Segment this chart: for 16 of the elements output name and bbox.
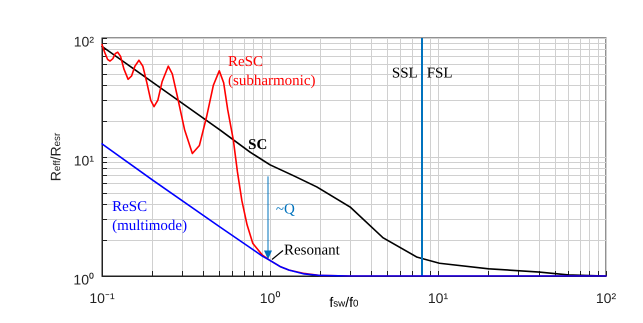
y-tick-label: 10⁰ [73,272,94,288]
series-label: ReSC (multimode) [112,198,188,234]
annotation: Resonant [284,242,341,258]
y-axis-title: Reff/Resr [48,132,64,182]
series-label: ReSC (subharmonic) [228,54,316,89]
x-tick-label: 10⁻¹ [89,290,115,306]
series-label: SC [248,137,268,154]
y-tick-label: 10¹ [74,152,94,168]
x-axis-title: fsw/f0 [329,294,360,310]
annotation: SSL [392,66,418,82]
annotation: FSL [426,66,453,82]
x-tick-label: 10¹ [428,290,448,306]
x-tick-label: 10⁰ [260,290,280,306]
annotation: ~Q [276,201,295,218]
x-tick-label: 10² [596,290,616,306]
y-tick-label: 10² [74,34,94,50]
